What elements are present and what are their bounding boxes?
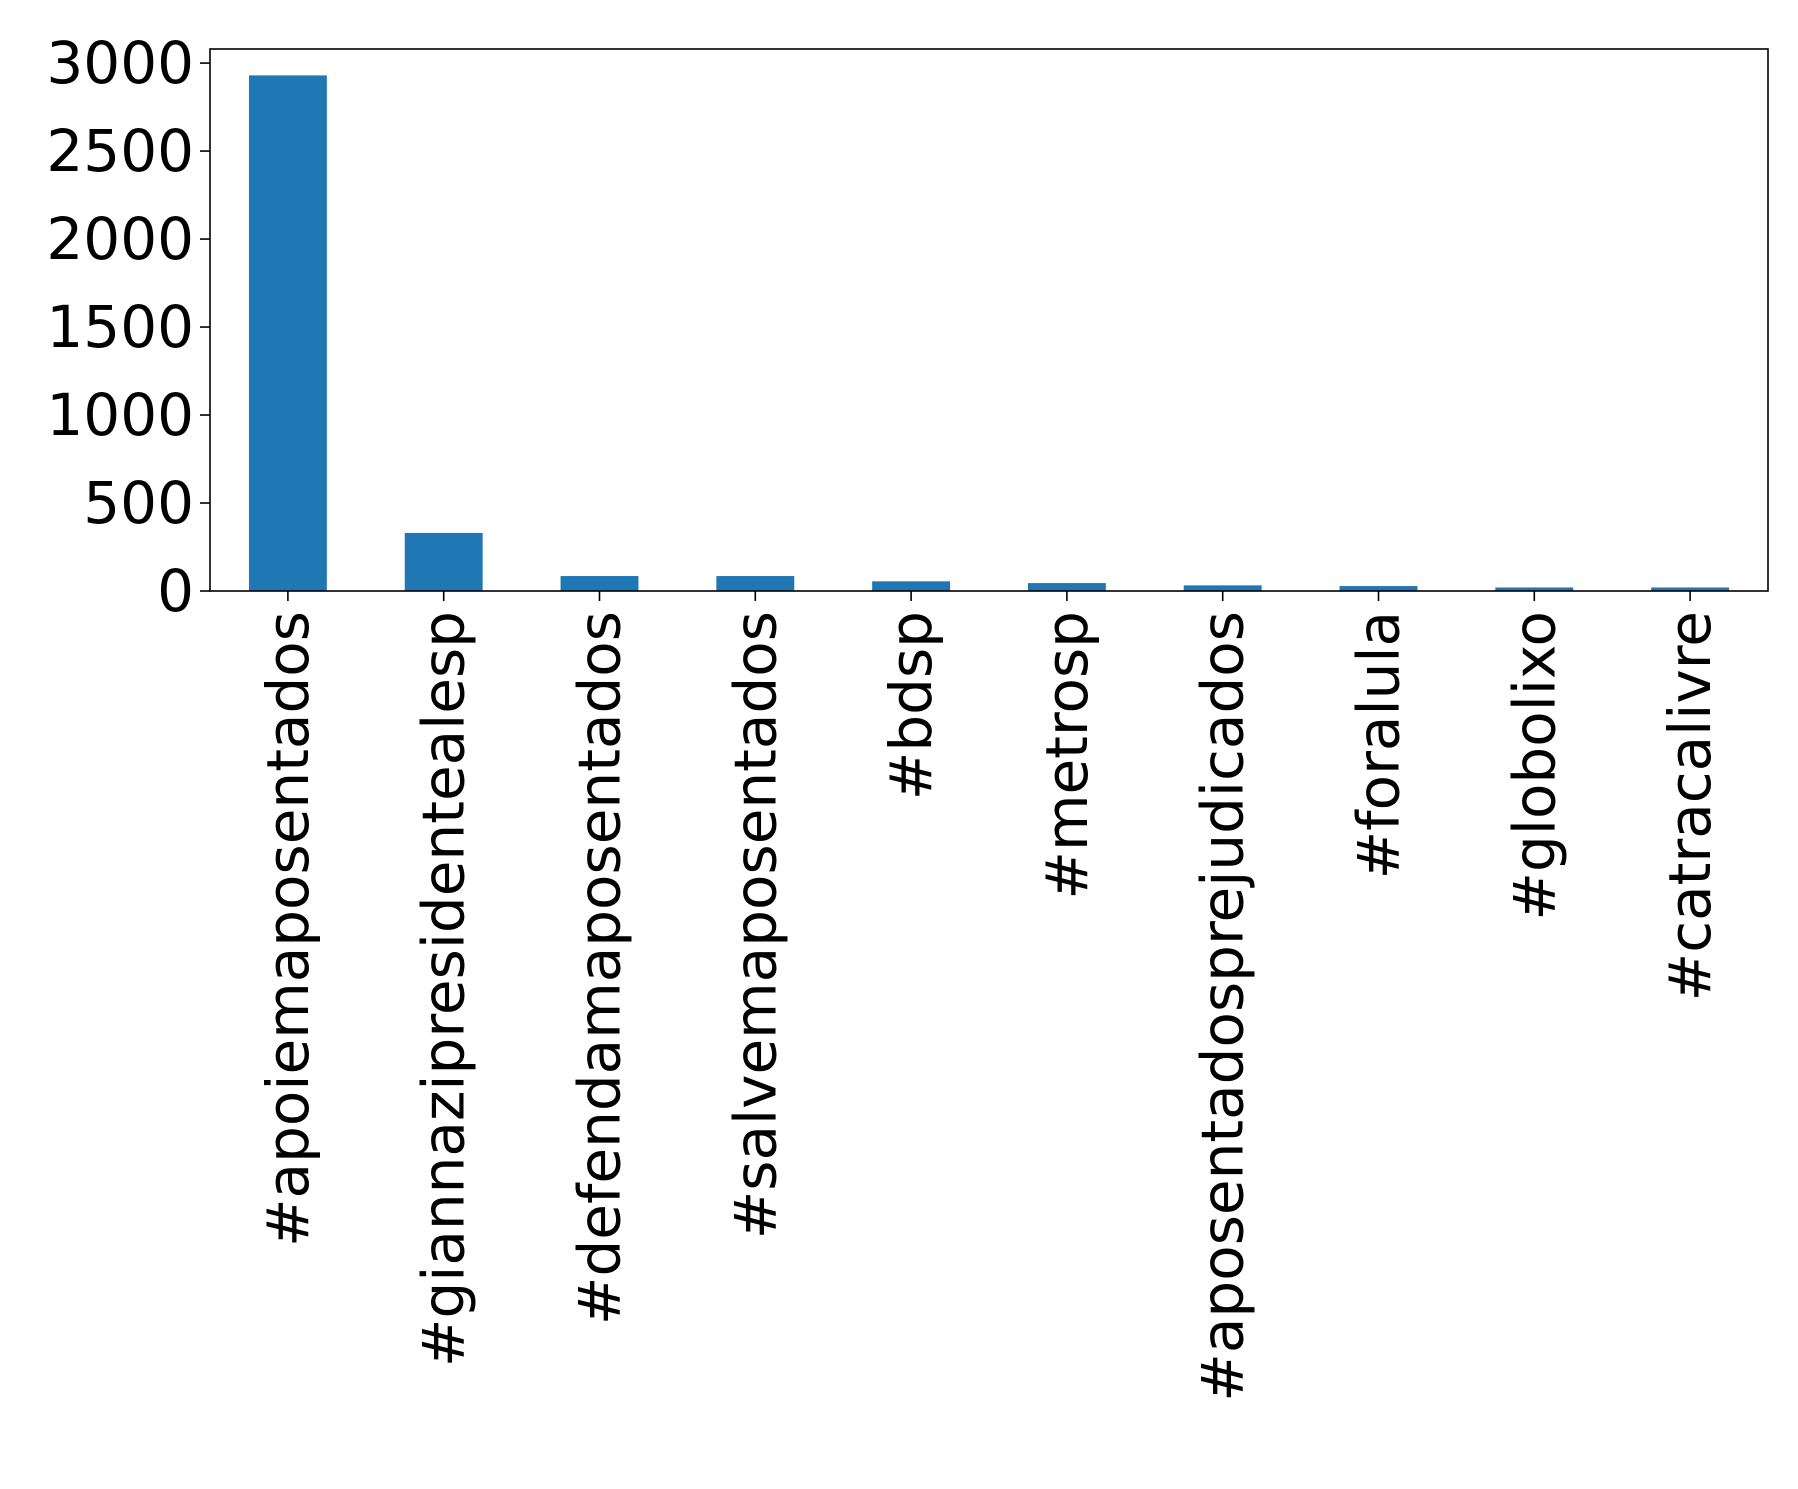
bar-bdsp [872, 581, 951, 591]
bar-metrosp [1027, 583, 1106, 591]
bar-salvemaposentados [716, 576, 795, 591]
plot-frame [209, 48, 1769, 592]
x-tick-label: #aposentadosprejudicados [1189, 611, 1257, 1402]
x-tick-label: #metrosp [1033, 611, 1101, 900]
x-tick-label: #catracalivre [1656, 611, 1724, 1001]
y-tick-label: 1500 [46, 293, 194, 361]
bar-catracalivre [1651, 587, 1730, 591]
y-tick-label: 2500 [46, 117, 194, 185]
x-tick-label: #salvemaposentados [721, 611, 789, 1239]
x-tick-label: #giannazipresidentealesp [410, 611, 478, 1367]
bar-defendamaposentados [560, 576, 639, 591]
y-axis: 0 500 1000 1500 2000 2500 3000 [46, 29, 210, 625]
y-tick-label: 2000 [46, 205, 194, 273]
x-axis: #apoiemaposentados #giannazipresidenteale… [254, 591, 1724, 1402]
x-tick-label: #apoiemaposentados [254, 611, 322, 1247]
y-tick-label: 3000 [46, 29, 194, 97]
bar-apoiemaposentados [248, 75, 327, 591]
bars-layer [248, 75, 1730, 591]
x-tick-label: #foralula [1345, 611, 1413, 879]
bar-giannazipresidentealesp [404, 532, 483, 591]
bar-foralula [1339, 586, 1418, 591]
y-tick-label: 0 [157, 557, 194, 625]
y-tick-label: 500 [83, 469, 194, 537]
x-tick-label: #globolixo [1500, 611, 1568, 921]
bar-globolixo [1495, 587, 1574, 591]
y-tick-label: 1000 [46, 381, 194, 449]
x-tick-label: #defendamaposentados [566, 611, 634, 1325]
bar-aposentadosprejudicados [1183, 585, 1262, 591]
x-tick-label: #bdsp [877, 611, 945, 800]
